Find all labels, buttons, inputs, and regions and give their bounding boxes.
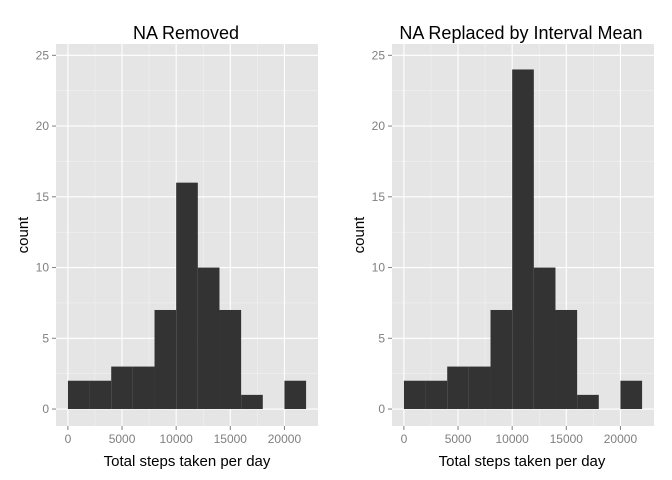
histogram-bar (490, 309, 513, 410)
y-tick-label: 15 (36, 190, 50, 204)
x-tick-label: 20000 (604, 432, 638, 446)
y-tick-label: 5 (378, 331, 385, 345)
x-tick-label: 5000 (445, 432, 472, 446)
chart-title: NA Replaced by Interval Mean (399, 23, 642, 43)
panel-na-replaced: NA Replaced by Interval Mean 0510152025 … (351, 23, 654, 470)
y-tick-label: 10 (372, 261, 386, 275)
panel-na-removed: NA Removed 0 5 10 15 20 25 0 5000 10000 15000 200… (15, 23, 318, 470)
y-tick-label: 0 (378, 402, 385, 416)
y-axis-ticks: 0 5 10 15 20 25 (36, 48, 56, 416)
histogram-bar (111, 366, 133, 410)
histogram-bar (132, 366, 155, 410)
y-tick-label: 5 (42, 331, 49, 345)
y-tick-label: 10 (36, 261, 50, 275)
y-tick-label: 20 (372, 119, 386, 133)
y-tick-label: 0 (42, 402, 49, 416)
y-tick-label: 25 (372, 48, 386, 62)
y-axis-title: count (351, 216, 368, 254)
histogram-bars (67, 182, 307, 410)
histogram-bar (197, 267, 220, 410)
x-tick-label: 0 (65, 432, 72, 446)
histogram-bar (154, 309, 177, 410)
histogram-bar (219, 309, 242, 410)
histogram-bar (425, 380, 448, 410)
histogram-bar (468, 366, 491, 410)
x-tick-label: 15000 (550, 432, 584, 446)
histogram-bar (447, 366, 469, 410)
histogram-bar (241, 394, 263, 410)
y-axis-ticks: 0 5 10 15 20 25 (372, 48, 392, 416)
histogram-bar (284, 380, 307, 410)
histogram-bar (620, 380, 643, 410)
x-axis-ticks: 0 5000 10000 15000 20000 (401, 426, 638, 446)
x-tick-label: 10000 (159, 432, 193, 446)
chart-title: NA Removed (133, 23, 239, 43)
histogram-bar (89, 380, 112, 410)
histogram-bar (555, 309, 578, 410)
x-axis-title: Total steps taken per day (104, 453, 271, 470)
y-axis-title: count (15, 216, 32, 254)
histogram-bar (577, 394, 599, 410)
x-tick-label: 20000 (268, 432, 302, 446)
x-tick-label: 10000 (495, 432, 529, 446)
y-tick-label: 20 (36, 119, 50, 133)
x-tick-label: 15000 (214, 432, 248, 446)
histogram-bar (512, 69, 534, 410)
y-tick-label: 25 (36, 48, 50, 62)
histogram-bar (67, 380, 90, 410)
histogram-bar (403, 380, 426, 410)
histogram-bars (403, 69, 643, 410)
histogram-bar (533, 267, 556, 410)
histogram-bar (176, 182, 198, 410)
x-tick-label: 0 (401, 432, 408, 446)
x-axis-ticks: 0 5000 10000 15000 20000 (65, 426, 302, 446)
x-axis-title: Total steps taken per day (439, 453, 606, 470)
y-tick-label: 15 (372, 190, 386, 204)
x-tick-label: 5000 (109, 432, 136, 446)
